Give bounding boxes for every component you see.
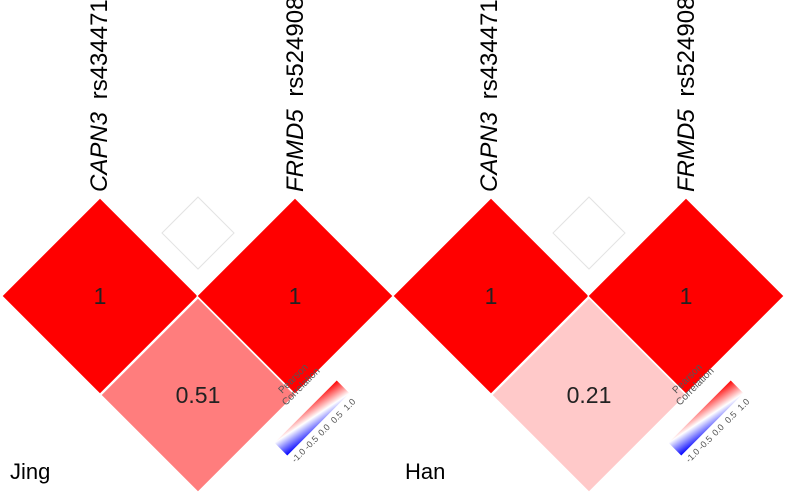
snp-label: rs524908 (673, 0, 700, 97)
cell-value-pair: 0.51 (176, 382, 221, 408)
cell-value-pair: 0.21 (567, 382, 612, 408)
cell-value-diag-frmd5: 1 (680, 283, 693, 309)
cell-diag-capn3 (1, 197, 199, 395)
cell-diag-frmd5 (196, 197, 394, 395)
cell-value-diag-capn3: 1 (485, 283, 498, 309)
cell-diag-frmd5 (587, 197, 785, 395)
panel-han: CAPN3 rs4344713 FRMD5 rs524908 1 1 0.21 … (392, 0, 785, 493)
legend-tick: 0.5 (329, 409, 345, 425)
svg-text:FRMD5 rs524908: FRMD5 rs524908 (673, 0, 700, 192)
group-label-han: Han (405, 459, 445, 484)
gene-label: CAPN3 (476, 111, 503, 192)
gene-label: FRMD5 (282, 109, 309, 192)
column-label-capn3-jing: CAPN3 rs4344713 (86, 0, 113, 192)
legend-tick: 0.0 (316, 422, 332, 438)
empty-cell-outline (552, 196, 626, 270)
gene-label: CAPN3 (86, 111, 113, 192)
legend-tick: 1.0 (342, 397, 358, 413)
empty-cell-outline (161, 196, 235, 270)
cell-diag-capn3 (392, 197, 590, 395)
panel-jing: CAPN3 rs4344713 FRMD5 rs524908 1 1 0.51 … (1, 0, 394, 493)
snp-label: rs524908 (282, 0, 309, 97)
svg-text:FRMD5 rs524908: FRMD5 rs524908 (282, 0, 309, 192)
column-label-frmd5-han: FRMD5 rs524908 (673, 0, 700, 192)
cell-pair (100, 297, 296, 493)
legend-tick: 1.0 (736, 397, 752, 413)
cell-pair (491, 297, 687, 493)
group-label-jing: Jing (10, 459, 50, 484)
column-label-frmd5-jing: FRMD5 rs524908 (282, 0, 309, 192)
legend-tick: 0.0 (710, 422, 726, 438)
legend-gradient-bar (274, 380, 350, 456)
snp-label: rs4344713 (86, 0, 113, 99)
legend-tick: 0.5 (723, 409, 739, 425)
svg-text:CAPN3 rs4344713: CAPN3 rs4344713 (86, 0, 113, 192)
svg-text:CAPN3 rs4344713: CAPN3 rs4344713 (476, 0, 503, 192)
cell-value-diag-frmd5: 1 (289, 283, 302, 309)
gene-label: FRMD5 (673, 109, 700, 192)
snp-label: rs4344713 (476, 0, 503, 99)
cell-value-diag-capn3: 1 (94, 283, 107, 309)
column-label-capn3-han: CAPN3 rs4344713 (476, 0, 503, 192)
legend-gradient-bar (668, 380, 744, 456)
